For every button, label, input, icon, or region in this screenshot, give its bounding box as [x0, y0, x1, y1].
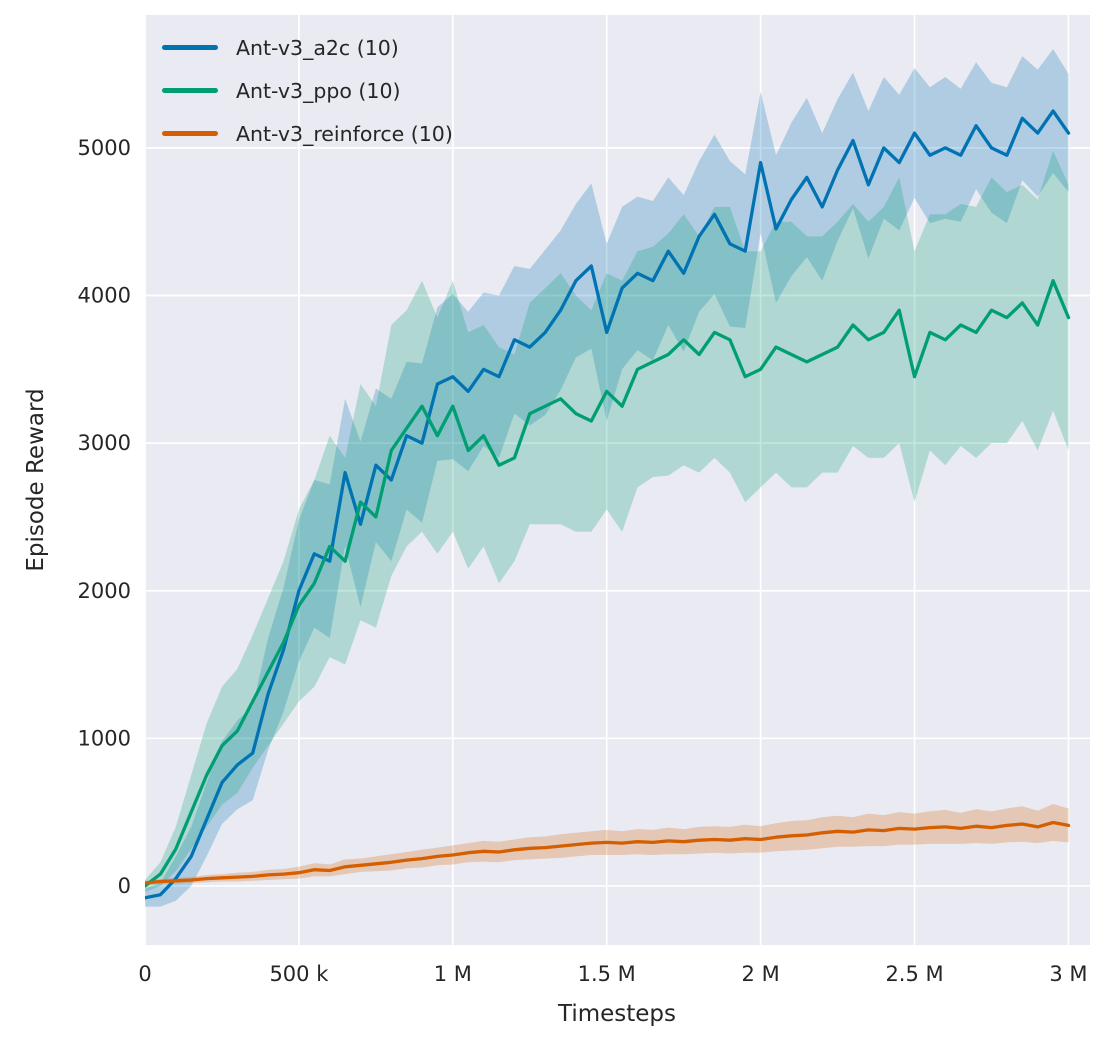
line-series-0 — [145, 109, 1071, 900]
y-axis-label: Episode Reward — [23, 388, 49, 572]
legend-item-reinforce: Ant-v3_reinforce (10) — [162, 112, 453, 155]
svg-text:1.5 M: 1.5 M — [578, 962, 636, 986]
svg-text:3000: 3000 — [78, 431, 131, 455]
gridlines — [144, 15, 1090, 945]
x-tick-labels: 0 500 k 1 M 1.5 M 2 M 2.5 M 3 M — [138, 962, 1087, 986]
svg-text:0: 0 — [118, 874, 131, 898]
chart-legend: Ant-v3_a2c (10) Ant-v3_ppo (10) Ant-v3_r… — [162, 26, 453, 155]
legend-line-swatch-a2c — [162, 45, 218, 50]
line-series-1 — [145, 279, 1071, 888]
svg-text:2000: 2000 — [78, 579, 131, 603]
legend-line-swatch-reinforce — [162, 131, 218, 136]
legend-item-a2c: Ant-v3_a2c (10) — [162, 26, 453, 69]
legend-label-reinforce: Ant-v3_reinforce (10) — [236, 121, 453, 146]
svg-text:5000: 5000 — [78, 136, 131, 160]
legend-item-ppo: Ant-v3_ppo (10) — [162, 69, 453, 112]
band-series-1 — [145, 150, 1069, 892]
legend-line-swatch-ppo — [162, 88, 218, 93]
band-series-0 — [145, 49, 1069, 907]
legend-label-ppo: Ant-v3_ppo (10) — [236, 78, 401, 103]
svg-text:500 k: 500 k — [269, 962, 329, 986]
plot-area — [145, 15, 1090, 945]
svg-text:2.5 M: 2.5 M — [885, 962, 943, 986]
svg-text:4000: 4000 — [78, 284, 131, 308]
line-series-2 — [145, 820, 1071, 885]
svg-text:1000: 1000 — [78, 726, 131, 750]
svg-text:1 M: 1 M — [434, 962, 472, 986]
svg-text:0: 0 — [138, 962, 151, 986]
series-lines — [145, 109, 1071, 900]
svg-text:2 M: 2 M — [742, 962, 780, 986]
x-axis-label: Timesteps — [557, 1001, 677, 1027]
legend-label-a2c: Ant-v3_a2c (10) — [236, 35, 399, 60]
y-tick-labels: 0 1000 2000 3000 4000 5000 — [78, 136, 131, 898]
svg-text:3 M: 3 M — [1049, 962, 1087, 986]
